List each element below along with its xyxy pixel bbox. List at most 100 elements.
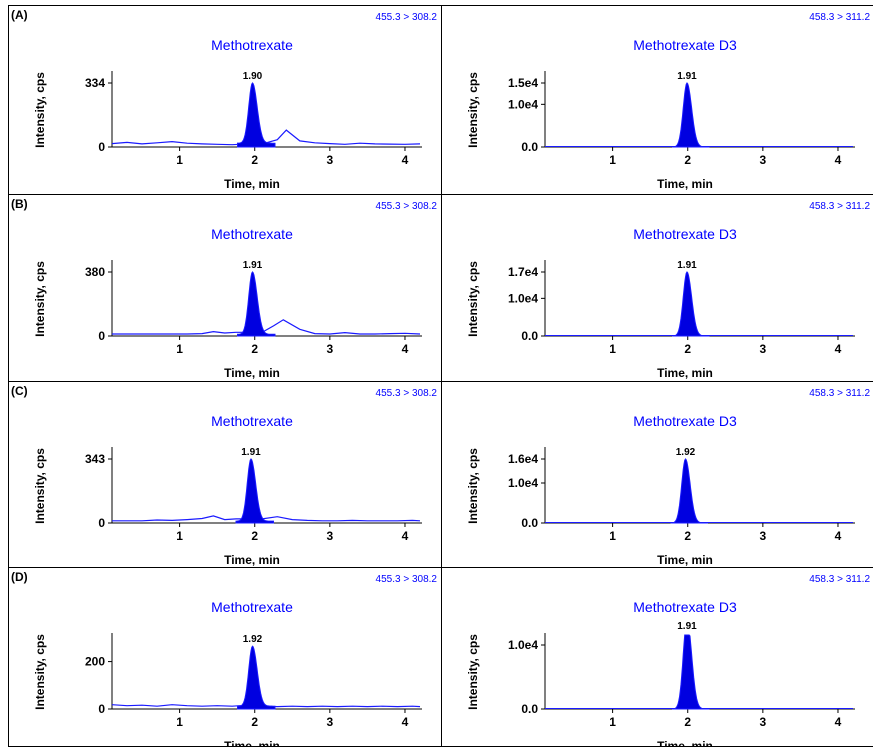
y-axis-title: Intensity, cps bbox=[466, 261, 480, 337]
y-tick-label: 0.0 bbox=[521, 702, 538, 716]
y-tick-label: 0 bbox=[98, 516, 105, 530]
peak-area bbox=[235, 458, 274, 524]
x-tick-label: 1 bbox=[609, 153, 616, 167]
x-tick-label: 1 bbox=[176, 153, 183, 167]
chart-title: Methotrexate bbox=[211, 226, 293, 242]
mrm-transition: 455.3 > 308.2 bbox=[376, 388, 438, 399]
mrm-transition: 458.3 > 311.2 bbox=[809, 12, 870, 23]
peak-area bbox=[672, 82, 710, 148]
y-axis-title: Intensity, cps bbox=[466, 448, 480, 524]
x-tick-label: 4 bbox=[835, 715, 842, 729]
chart-panel-3: (B) 455.3 > 308.2 Methotrexate 0 380 1 2 3 4 Time… bbox=[11, 197, 437, 380]
peak-rt-label: 1.92 bbox=[243, 634, 263, 645]
chromatogram-figure: (A) 455.3 > 308.2 Methotrexate 0 334 1 2 3 4 Time… bbox=[8, 5, 873, 747]
x-tick-label: 3 bbox=[327, 342, 334, 356]
y-tick-label: 1.0e4 bbox=[508, 476, 538, 490]
peak-area bbox=[672, 271, 710, 337]
x-tick-label: 2 bbox=[684, 529, 691, 543]
y-axis-title: Intensity, cps bbox=[33, 448, 47, 524]
mrm-transition: 455.3 > 308.2 bbox=[376, 574, 438, 585]
chart-title: Methotrexate D3 bbox=[633, 37, 737, 53]
x-tick-label: 2 bbox=[684, 342, 691, 356]
x-axis-title: Time, min bbox=[224, 177, 280, 191]
x-tick-label: 1 bbox=[609, 529, 616, 543]
y-tick-label: 200 bbox=[85, 655, 105, 669]
x-tick-label: 4 bbox=[402, 342, 409, 356]
peak-area bbox=[237, 82, 276, 148]
x-tick-label: 3 bbox=[327, 529, 334, 543]
peak-rt-label: 1.91 bbox=[241, 447, 261, 458]
y-axis-title: Intensity, cps bbox=[466, 72, 480, 148]
mrm-transition: 458.3 > 311.2 bbox=[809, 574, 870, 585]
chart-panel-1: (A) 455.3 > 308.2 Methotrexate 0 334 1 2 3 4 Time… bbox=[11, 8, 437, 191]
x-axis-title: Time, min bbox=[657, 739, 713, 747]
mrm-transition: 458.3 > 311.2 bbox=[809, 201, 870, 212]
mrm-transition: 455.3 > 308.2 bbox=[376, 12, 438, 23]
chart-title: Methotrexate D3 bbox=[633, 226, 737, 242]
x-axis-title: Time, min bbox=[657, 366, 713, 380]
x-tick-label: 3 bbox=[327, 715, 334, 729]
peak-area bbox=[237, 271, 276, 337]
panel-label: (D) bbox=[11, 570, 28, 584]
x-tick-label: 4 bbox=[402, 529, 409, 543]
x-tick-label: 4 bbox=[402, 153, 409, 167]
y-tick-label: 0.0 bbox=[521, 140, 538, 154]
y-tick-label: 1.0e4 bbox=[508, 638, 538, 652]
column-divider bbox=[441, 5, 442, 747]
peak-rt-label: 1.91 bbox=[243, 260, 263, 271]
chart-title: Methotrexate D3 bbox=[633, 413, 737, 429]
y-tick-label: 0.0 bbox=[521, 516, 538, 530]
row-divider-2 bbox=[8, 381, 873, 382]
baseline-trace bbox=[112, 319, 421, 335]
peak-area bbox=[237, 645, 276, 710]
x-tick-label: 2 bbox=[251, 715, 258, 729]
y-tick-label: 1.5e4 bbox=[508, 76, 538, 90]
x-axis-title: Time, min bbox=[657, 177, 713, 191]
x-tick-label: 1 bbox=[609, 342, 616, 356]
panel-label: (B) bbox=[11, 197, 28, 211]
x-tick-label: 1 bbox=[609, 715, 616, 729]
x-axis-title: Time, min bbox=[224, 366, 280, 380]
y-tick-label: 0 bbox=[98, 702, 105, 716]
y-tick-label: 343 bbox=[85, 452, 105, 466]
panel-label: (C) bbox=[11, 384, 28, 398]
x-tick-label: 3 bbox=[760, 715, 767, 729]
x-tick-label: 1 bbox=[176, 715, 183, 729]
x-tick-label: 3 bbox=[760, 153, 767, 167]
y-tick-label: 1.7e4 bbox=[508, 265, 538, 279]
y-tick-label: 1.0e4 bbox=[508, 97, 538, 111]
y-tick-label: 0.0 bbox=[521, 329, 538, 343]
peak-rt-label: 1.91 bbox=[677, 260, 697, 271]
x-tick-label: 2 bbox=[251, 342, 258, 356]
peak-rt-label: 1.91 bbox=[677, 621, 697, 632]
chart-panel-2: 458.3 > 311.2 Methotrexate D3 0.0 1.0e4 1.5e… bbox=[466, 12, 870, 191]
peak-area bbox=[670, 458, 708, 524]
mrm-transition: 458.3 > 311.2 bbox=[809, 388, 870, 399]
x-tick-label: 1 bbox=[176, 529, 183, 543]
x-tick-label: 2 bbox=[251, 529, 258, 543]
y-tick-label: 1.0e4 bbox=[508, 291, 538, 305]
x-tick-label: 3 bbox=[760, 529, 767, 543]
x-axis-title: Time, min bbox=[224, 553, 280, 567]
peak-rt-label: 1.91 bbox=[677, 71, 697, 82]
y-tick-label: 0 bbox=[98, 140, 105, 154]
x-axis-title: Time, min bbox=[657, 553, 713, 567]
chart-panel-4: 458.3 > 311.2 Methotrexate D3 0.0 1.0e4 1.7e… bbox=[466, 201, 870, 380]
peak-rt-label: 1.92 bbox=[676, 447, 696, 458]
chart-panel-8: 458.3 > 311.2 Methotrexate D3 0.0 1.0e4 1 2 3 4… bbox=[466, 574, 870, 747]
y-axis-title: Intensity, cps bbox=[33, 72, 47, 148]
x-tick-label: 3 bbox=[760, 342, 767, 356]
x-tick-label: 4 bbox=[402, 715, 409, 729]
y-axis-title: Intensity, cps bbox=[466, 634, 480, 710]
chart-title: Methotrexate bbox=[211, 599, 293, 615]
mrm-transition: 455.3 > 308.2 bbox=[376, 201, 438, 212]
x-tick-label: 4 bbox=[835, 529, 842, 543]
y-tick-label: 334 bbox=[85, 76, 105, 90]
x-tick-label: 2 bbox=[684, 153, 691, 167]
y-tick-label: 380 bbox=[85, 265, 105, 279]
x-tick-label: 1 bbox=[176, 342, 183, 356]
chart-title: Methotrexate bbox=[211, 37, 293, 53]
x-tick-label: 2 bbox=[684, 715, 691, 729]
row-divider-3 bbox=[8, 567, 873, 568]
peak-rt-label: 1.90 bbox=[243, 71, 263, 82]
